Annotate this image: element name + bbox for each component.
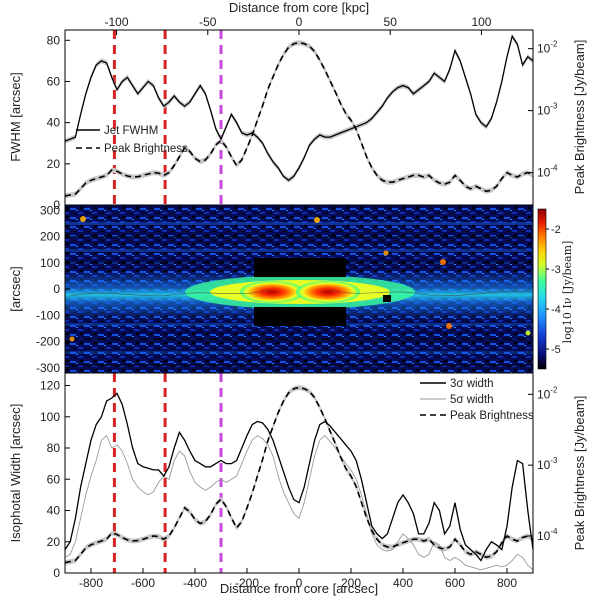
width-y-ticklabel-6: 120 [40, 379, 60, 393]
fwhm-y-ticklabel-0: 0 [53, 198, 60, 212]
x-ticklabel-7: 600 [445, 576, 465, 590]
width-y-ticklabel-4: 80 [47, 441, 61, 455]
fwhm-y-ticklabel-2: 40 [47, 116, 61, 130]
fwhm-panel: -100 -50 0 50 100 0 20 40 60 80 10-4 10-3 10-2 Dis… [8, 0, 587, 212]
x-ticklabel-8: 800 [497, 576, 517, 590]
legend-peak2-label: Peak Brightness [450, 410, 534, 422]
kpc-ticklabel-3: 50 [384, 15, 398, 29]
kpc-ticklabel-0: -100 [105, 15, 129, 29]
top-axis-label: Distance from core [kpc] [229, 0, 369, 15]
image-y-ticklabel-3: 0 [53, 282, 60, 296]
contour-lines [69, 289, 531, 297]
bottom-y2label: Peak Brightness [Jy/beam] [572, 396, 587, 551]
width-y-ticklabel-1: 20 [47, 535, 61, 549]
fwhm-legend: Jet FWHM Peak Brightness [76, 125, 188, 155]
legend-5sigma-label: 5σ width [450, 394, 494, 406]
top-y2-ticklabel-2: 10-2 [537, 40, 558, 56]
top-peak-brightness-line [65, 41, 533, 197]
top-peak-error-band [65, 40, 533, 199]
image-y-ticklabel-0: -300 [36, 361, 60, 375]
fwhm-y-ticklabel-3: 60 [47, 74, 61, 88]
kpc-ticklabel-2: 0 [296, 15, 303, 29]
width-y-ticklabel-5: 100 [40, 410, 60, 424]
x-ticklabel-6: 400 [393, 576, 413, 590]
legend-3sigma-label: 3σ width [450, 378, 494, 390]
kpc-ticklabel-4: 100 [471, 15, 491, 29]
top-y2-tickexp-1: -3 [550, 102, 558, 111]
bottom-y2-ticklabel-1: 10-3 [537, 456, 558, 472]
width-3sigma-line [65, 392, 533, 562]
colorbar [537, 208, 547, 370]
core-east [296, 281, 360, 303]
masked-box-south [254, 307, 346, 326]
fwhm-line [65, 34, 533, 182]
kpc-ticklabel-1: -50 [199, 15, 217, 29]
width-y-ticklabel-3: 60 [47, 472, 61, 486]
top-y2-tickexp-2: -2 [550, 40, 558, 49]
image-y-ticklabel-5: 200 [40, 230, 60, 244]
masked-box-small [383, 295, 391, 302]
bottom-peak-brightness-line [65, 386, 533, 564]
core-west [240, 281, 304, 303]
bottom-y2-tickexp-0: -4 [550, 527, 558, 536]
top-y2-ticklabel-1: 10-3 [537, 102, 558, 118]
top-y2-ticklabel-0: 10-4 [537, 164, 558, 180]
width-legend: 3σ width 5σ width Peak Brightness [420, 378, 534, 422]
cb-ticklabel-3: -2 [551, 224, 561, 236]
image-ylabel: [arcsec] [8, 266, 23, 312]
x-ticklabel-1: -600 [131, 576, 155, 590]
width-y-ticklabel-0: 0 [53, 566, 60, 580]
bottom-xlabel: Distance from core [arcsec] [220, 581, 378, 596]
fwhm-y-ticklabel-1: 20 [47, 157, 61, 171]
fwhm-error-band [65, 33, 533, 183]
top-y2-tickexp-0: -4 [550, 164, 558, 173]
image-y-ticklabel-4: 100 [40, 256, 60, 270]
cb-ticklabel-1: -4 [551, 304, 561, 316]
bottom-y2-ticklabel-0: 10-4 [537, 527, 558, 543]
image-y-ticklabel-1: -200 [36, 335, 60, 349]
image-y-ticklabel-2: -100 [36, 308, 60, 322]
width-5sigma-line [65, 434, 533, 571]
legend-peak-label: Peak Brightness [104, 143, 188, 155]
legend-fwhm-label: Jet FWHM [104, 125, 158, 137]
x-ticklabel-3: -200 [235, 576, 259, 590]
width-ylabel: Isophotal Width [arcsec] [8, 404, 23, 543]
x-ticklabel-4: 0 [296, 576, 303, 590]
point-sources [69, 216, 531, 342]
bottom-y2-tickexp-2: -2 [550, 385, 558, 394]
cb-ticklabel-2: -3 [551, 264, 561, 276]
width-panel: -800 -600 -400 -200 0 200 400 600 800 0 20 40 60 80 1… [8, 372, 587, 596]
cb-ticklabel-0: -5 [551, 344, 561, 356]
image-y-ticklabel-6: 300 [40, 203, 60, 217]
x-ticklabel-5: 200 [341, 576, 361, 590]
colorbar-label: log10 Iν [Jy/beam] [561, 241, 574, 344]
x-ticklabel-0: -800 [79, 576, 103, 590]
masked-box-north [254, 258, 346, 277]
width-y-ticklabel-2: 40 [47, 504, 61, 518]
image-panel: -300 -200 -100 0 100 200 300 [arcsec] -5 -4 -3 -2… [8, 203, 574, 375]
fwhm-ylabel: FWHM [arcsec] [8, 72, 23, 162]
bottom-y2-ticklabel-2: 10-2 [537, 385, 558, 401]
bottom-y2-tickexp-1: -3 [550, 456, 558, 465]
top-y2label: Peak Brightness [Jy/beam] [572, 40, 587, 195]
x-ticklabel-2: -400 [183, 576, 207, 590]
fwhm-y-ticklabel-4: 80 [47, 33, 61, 47]
